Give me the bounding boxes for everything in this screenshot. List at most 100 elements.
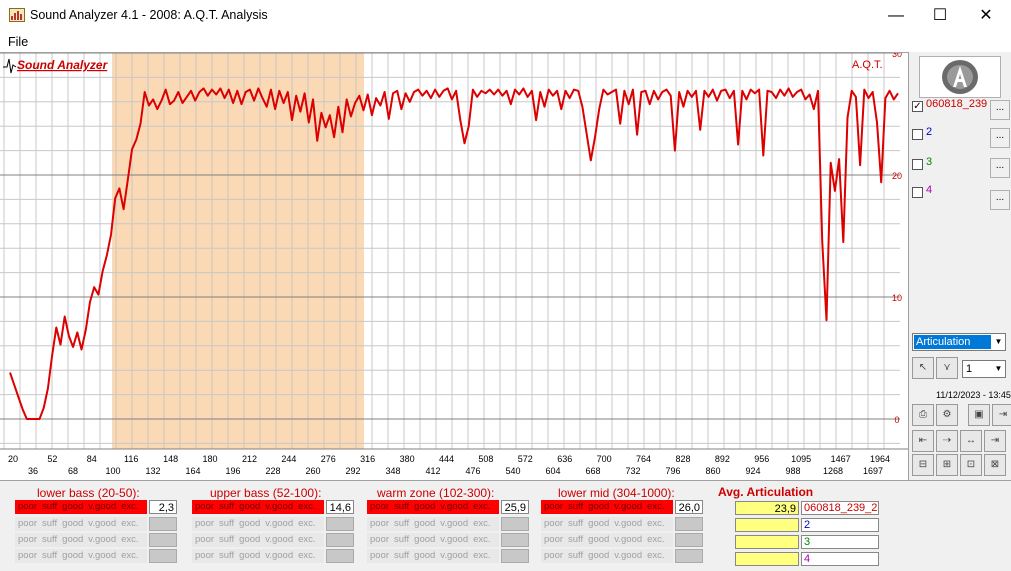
select-tool-icon[interactable]: ▣ [968,404,990,426]
curve-tool-icon[interactable]: ⋎ [936,357,958,379]
avg-name-4[interactable]: 4 [801,552,879,566]
rating-label: exc. [473,550,491,561]
rating-label: exc. [647,534,665,545]
rating-label: v.good [88,534,117,545]
avg-name-3[interactable]: 3 [801,535,879,549]
print-icon[interactable]: ⎙ [912,404,934,426]
rating-label: good [62,501,84,512]
rating-label: v.good [265,534,294,545]
x-tick-label: 476 [465,466,480,476]
rating-label: poor [18,501,38,512]
x-tick-label: 668 [585,466,600,476]
rating-label: v.good [265,501,294,512]
rating-scale-2-4: poor suff good v.good exc. [192,549,324,563]
rating-label: good [414,550,436,561]
rating-label: poor [195,550,215,561]
rating-label: v.good [440,534,469,545]
rating-label: v.good [265,550,294,561]
x-tick-label: 988 [785,466,800,476]
x-tick-label: 36 [28,466,38,476]
fit-icon[interactable]: ⊠ [984,454,1006,476]
rating-label: suff [568,518,584,529]
rating-label: v.good [88,501,117,512]
rating-label: good [414,518,436,529]
trace-options-button-3[interactable]: ... [990,158,1010,178]
avg-name-2[interactable]: 2 [801,518,879,532]
exit-icon[interactable]: ⇥ [992,404,1011,426]
band-value-1-1: 2,3 [149,500,177,514]
printer-settings-icon[interactable]: ⚙ [936,404,958,426]
trace-checkbox-2[interactable] [912,129,923,140]
shift-right-icon[interactable]: ⇥ [984,430,1006,452]
close-button[interactable]: ✕ [979,7,993,24]
trace-checkbox-3[interactable] [912,159,923,170]
mode-select[interactable]: Articulation ▼ [912,333,1006,351]
rating-label: good [588,534,610,545]
chart-corner-label: A.Q.T. [852,59,883,71]
aqt-logo [919,56,1001,98]
band-value-1-2 [149,517,177,531]
rating-label: poor [195,501,215,512]
y-tick-label: 10 [892,293,902,303]
expand-right-icon[interactable]: ⇢ [936,430,958,452]
rating-label: suff [219,534,235,545]
x-tick-label: 1964 [870,454,890,464]
rating-label: exc. [298,501,316,512]
zoom-in-icon[interactable]: ⊞ [936,454,958,476]
rating-label: poor [370,501,390,512]
trace-row-3: 3 [912,156,1011,176]
maximize-button[interactable]: ☐ [932,7,948,24]
waveform-icon [3,58,17,74]
shift-left-icon[interactable]: ⇤ [912,430,934,452]
expand-both-icon[interactable]: ↔ [960,430,982,452]
trace-checkbox-1[interactable]: ✓ [912,101,923,112]
avg-name-1[interactable]: 060818_239_23 [801,501,879,515]
trace-label-3: 3 [926,156,933,168]
analysis-date: 11/12/2023 - 13:45 [936,390,1011,400]
avg-value-2 [735,518,799,532]
trace-checkbox-4[interactable] [912,187,923,198]
trace-row-2: 2 [912,126,1011,146]
trace-options-button-2[interactable]: ... [990,128,1010,148]
shrink-icon[interactable]: ⊟ [912,454,934,476]
channel-select[interactable]: 1 ▼ [962,360,1006,378]
rating-label: exc. [298,534,316,545]
rating-label: good [62,518,84,529]
rating-label: good [239,501,261,512]
y-tick-label: 20 [892,171,902,181]
rating-label: suff [568,550,584,561]
trace-options-button-1[interactable]: ... [990,100,1010,120]
chart-title: Sound Analyzer [17,58,109,72]
cursor-tool-icon[interactable]: ↖ [912,357,934,379]
x-tick-label: 52 [47,454,57,464]
chevron-down-icon: ▼ [994,364,1003,373]
rating-label: suff [568,534,584,545]
rating-label: exc. [121,534,139,545]
rating-label: exc. [298,518,316,529]
rating-label: v.good [440,550,469,561]
rating-label: v.good [88,518,117,529]
zoom-out-icon[interactable]: ⊡ [960,454,982,476]
rating-label: v.good [440,501,469,512]
rating-label: poor [18,550,38,561]
rating-label: good [588,501,610,512]
bottom-panel: lower bass (20-50): poor suff good v.good exc… [0,480,1011,571]
band-value-3-2 [501,517,529,531]
title-bar: Sound Analyzer 4.1 - 2008: A.Q.T. Analys… [0,0,1011,32]
rating-scale-1-3: poor suff good v.good exc. [15,533,147,547]
rating-scale-1-1: poor suff good v.good exc. [15,500,147,514]
menu-file[interactable]: File [8,35,29,49]
band-title-3: warm zone (102-300): [377,486,495,500]
rating-label: good [239,550,261,561]
rating-scale-1-4: poor suff good v.good exc. [15,549,147,563]
rating-label: good [62,550,84,561]
band-value-2-2 [326,517,354,531]
x-tick-label: 796 [665,466,680,476]
chart-area: 0 10 20 30 20 52 84 116 148 180 212 244 276 316 380 444… [0,52,908,481]
x-tick-label: 84 [87,454,97,464]
x-tick-label: 348 [385,466,400,476]
trace-options-button-4[interactable]: ... [990,190,1010,210]
minimize-button[interactable]: — [888,7,904,24]
right-panel: ✓ 060818_239 ... 2 ... 3 ... 4 ... Artic… [908,52,1011,480]
x-tick-label: 924 [745,466,760,476]
